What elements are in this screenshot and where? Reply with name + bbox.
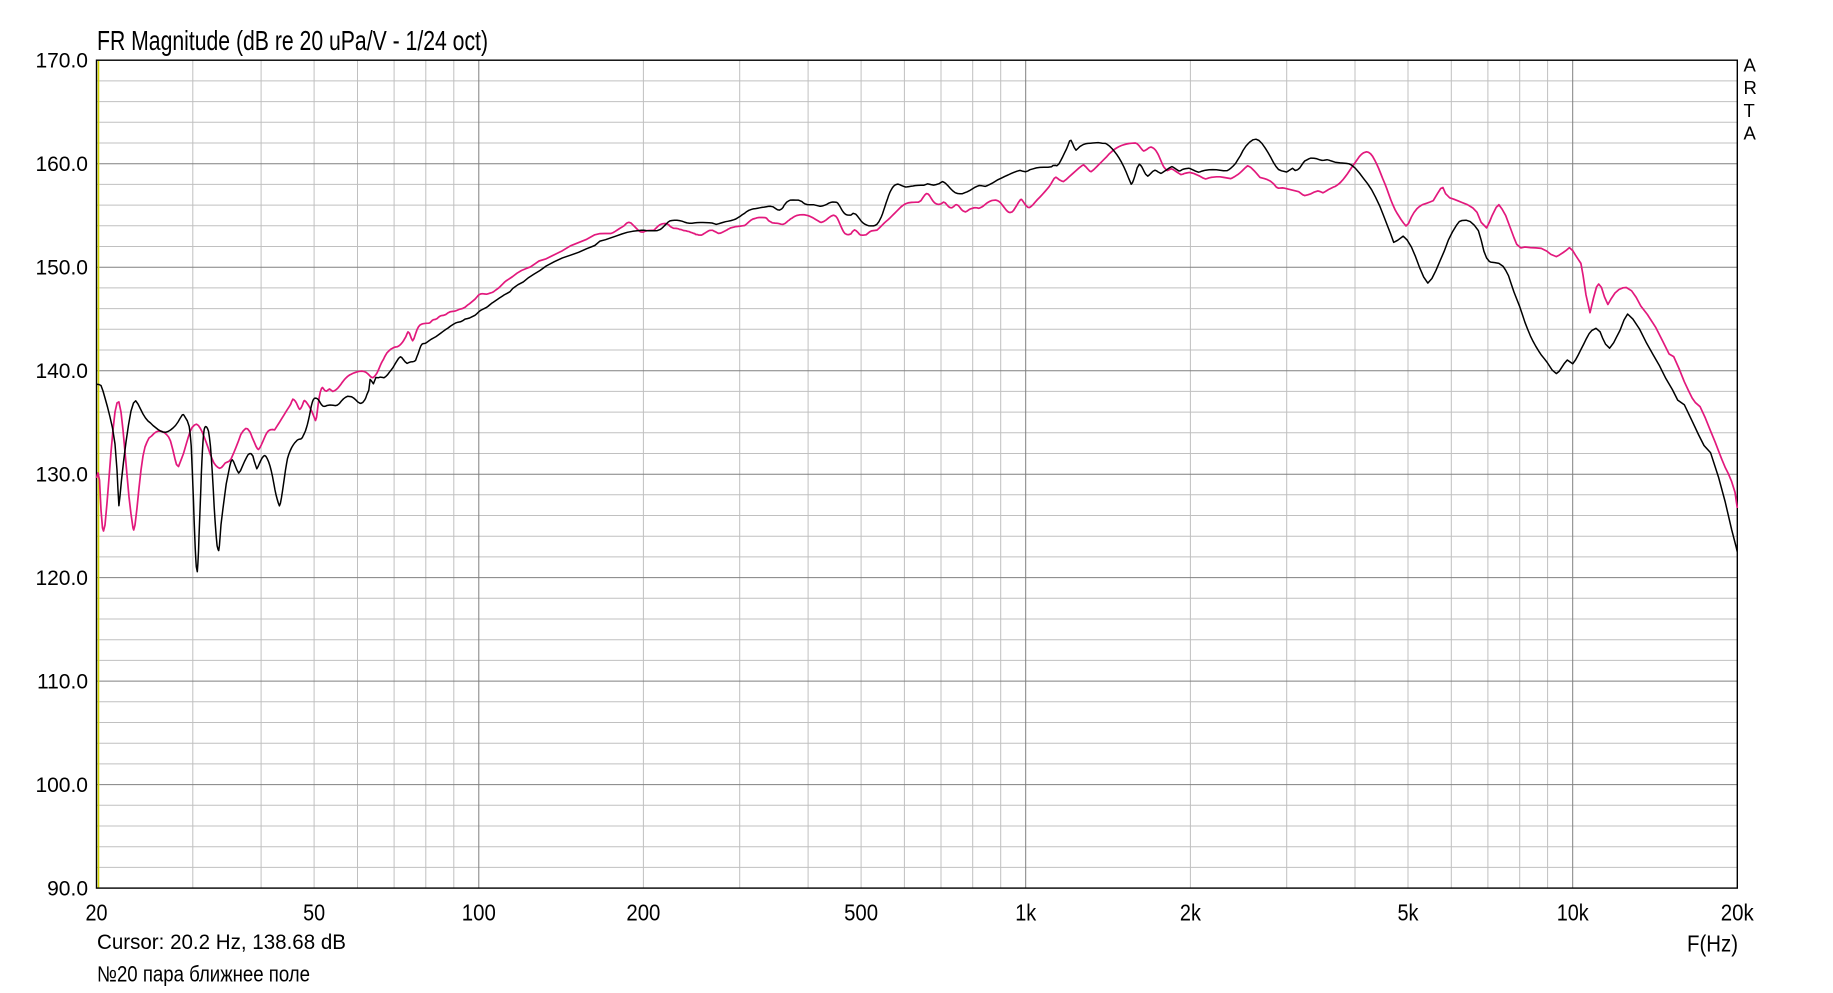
svg-text:110.0: 110.0	[37, 670, 88, 693]
svg-text:2k: 2k	[1180, 900, 1201, 926]
svg-text:№20 пара ближнее поле: №20 пара ближнее поле	[97, 962, 310, 987]
svg-text:10k: 10k	[1557, 900, 1589, 926]
svg-text:120.0: 120.0	[35, 567, 88, 590]
svg-text:140.0: 140.0	[35, 360, 88, 383]
svg-text:1k: 1k	[1015, 900, 1036, 926]
svg-text:T: T	[1744, 100, 1755, 121]
svg-text:90.0: 90.0	[47, 877, 88, 900]
svg-text:FR Magnitude (dB re 20 uPa/V -: FR Magnitude (dB re 20 uPa/V - 1/24 oct)	[97, 25, 488, 56]
svg-text:100: 100	[462, 900, 496, 926]
svg-text:5k: 5k	[1398, 900, 1419, 926]
svg-text:100.0: 100.0	[35, 774, 88, 797]
svg-text:170.0: 170.0	[35, 50, 88, 73]
svg-text:160.0: 160.0	[35, 153, 88, 176]
svg-text:A: A	[1744, 55, 1757, 76]
svg-text:20k: 20k	[1721, 900, 1754, 926]
svg-text:F(Hz): F(Hz)	[1687, 931, 1738, 957]
svg-text:A: A	[1744, 123, 1757, 144]
svg-text:500: 500	[844, 900, 878, 926]
svg-text:200: 200	[626, 900, 660, 926]
svg-text:130.0: 130.0	[35, 464, 88, 487]
svg-text:R: R	[1744, 77, 1757, 98]
svg-text:50: 50	[303, 900, 325, 926]
svg-text:Cursor: 20.2 Hz, 138.68 dB: Cursor: 20.2 Hz, 138.68 dB	[97, 930, 346, 954]
svg-text:150.0: 150.0	[35, 257, 88, 280]
svg-text:20: 20	[86, 900, 108, 926]
